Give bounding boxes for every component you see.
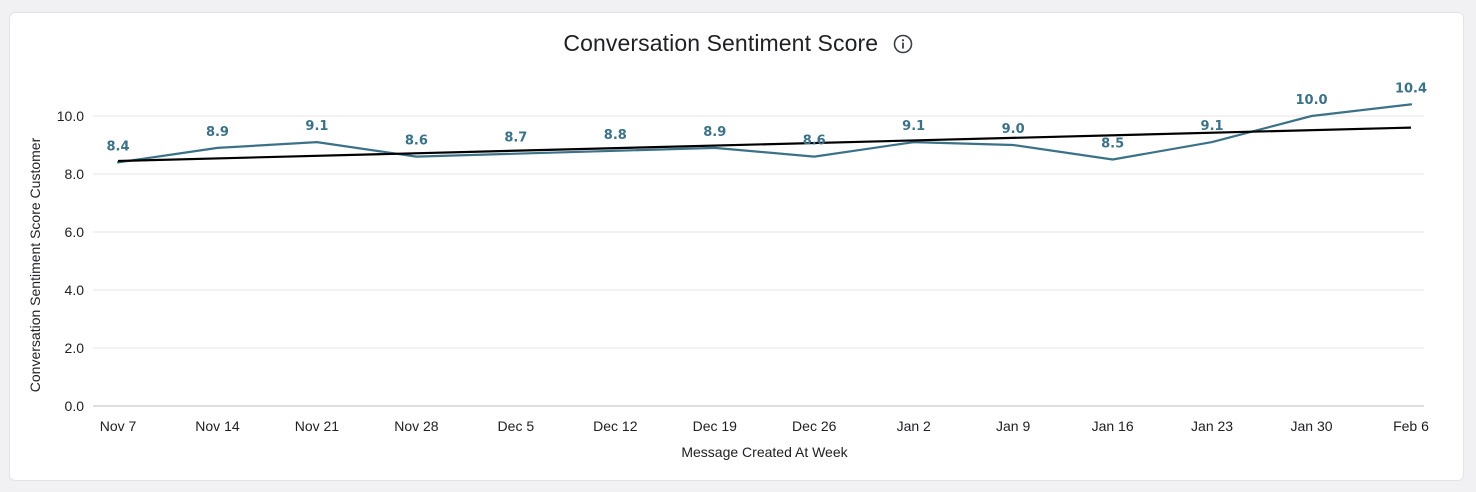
chart-card <box>9 12 1464 481</box>
data-label: 9.1 <box>305 119 328 134</box>
data-label: 10.0 <box>1295 93 1327 108</box>
data-label: 8.8 <box>604 128 627 143</box>
data-label: 8.9 <box>206 125 229 140</box>
data-point[interactable] <box>413 154 419 160</box>
trendline <box>117 126 1412 163</box>
y-tick-label: 10.0 <box>57 108 84 124</box>
y-tick-label: 4.0 <box>65 282 85 298</box>
data-label: 8.6 <box>803 134 826 149</box>
data-label: 8.7 <box>504 131 527 146</box>
trendline-group <box>117 126 1412 163</box>
data-label: 10.4 <box>1395 81 1427 96</box>
data-label: 9.1 <box>902 119 925 134</box>
data-point[interactable] <box>1209 139 1215 145</box>
data-point[interactable] <box>214 145 220 151</box>
data-point[interactable] <box>314 139 320 145</box>
y-tick-label: 6.0 <box>65 224 85 240</box>
info-icon[interactable] <box>893 34 913 54</box>
x-axis-title: Message Created At Week <box>681 444 848 460</box>
data-point[interactable] <box>811 154 817 160</box>
chart-title: Conversation Sentiment Score <box>563 30 879 56</box>
chart-header: Conversation Sentiment Score <box>0 30 1476 60</box>
x-tick-label: Nov 7 <box>100 418 137 434</box>
x-tick-label: Jan 9 <box>996 418 1030 434</box>
x-tick-label: Dec 12 <box>593 418 638 434</box>
grid-lines <box>93 115 1424 407</box>
x-tick-label: Feb 6 <box>1393 418 1429 434</box>
x-tick-label: Dec 19 <box>693 418 738 434</box>
data-label: 8.5 <box>1101 137 1124 152</box>
data-label: 8.6 <box>405 134 428 149</box>
data-point[interactable] <box>1309 113 1315 119</box>
y-tick-label: 2.0 <box>65 340 85 356</box>
x-tick-label: Nov 21 <box>295 418 340 434</box>
data-point[interactable] <box>1408 101 1414 107</box>
y-tick-label: 8.0 <box>65 166 85 182</box>
data-point[interactable] <box>1110 157 1116 163</box>
y-axis-ticks: 0.0 2.0 4.0 6.0 8.0 10.0 <box>57 108 84 414</box>
data-point[interactable] <box>1010 142 1016 148</box>
x-tick-label: Nov 28 <box>394 418 439 434</box>
series-line-group <box>116 101 1414 164</box>
x-tick-label: Nov 14 <box>195 418 240 434</box>
x-tick-label: Jan 23 <box>1191 418 1233 434</box>
data-label: 8.4 <box>106 139 129 154</box>
data-label: 9.0 <box>1002 122 1025 137</box>
x-tick-label: Dec 26 <box>792 418 837 434</box>
x-axis-ticks: Nov 7 Nov 14 Nov 21 Nov 28 Dec 5 Dec 12 Dec 19… <box>100 418 1429 434</box>
y-axis-title: Conversation Sentiment Score Customer <box>27 137 43 392</box>
x-tick-label: Jan 30 <box>1291 418 1333 434</box>
data-label: 9.1 <box>1201 119 1224 134</box>
data-labels: 8.4 8.9 9.1 8.6 8.7 8.8 8.9 8.6 9.1 9.0 8.5 9.1 10.0… <box>106 81 1427 154</box>
data-label: 8.9 <box>703 125 726 140</box>
x-tick-label: Dec 5 <box>498 418 535 434</box>
y-tick-label: 0.0 <box>65 398 85 414</box>
x-tick-label: Jan 2 <box>897 418 931 434</box>
x-tick-label: Jan 16 <box>1092 418 1134 434</box>
series-line[interactable] <box>116 103 1413 164</box>
